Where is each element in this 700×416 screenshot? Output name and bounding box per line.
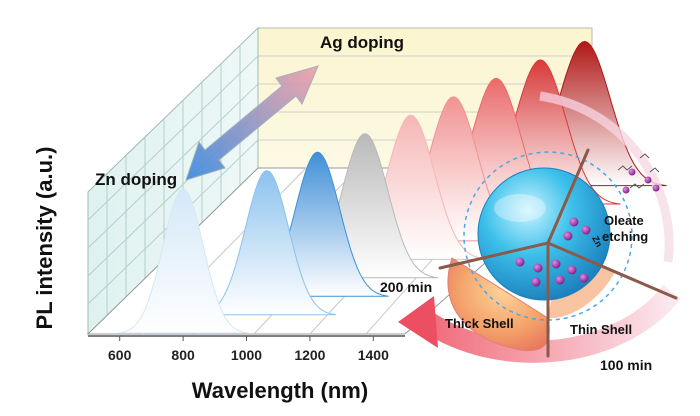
time-200-label: 200 min: [380, 279, 432, 295]
progress-ring-arc: [539, 91, 674, 263]
doping-double-arrow: [185, 65, 319, 181]
etching-label: etching: [602, 229, 648, 244]
ag-doping-label: Ag doping: [320, 33, 404, 52]
x-tick-label-600: 600: [108, 347, 132, 363]
oleate-molecules-icon: [617, 153, 660, 189]
thin-shell-label: Thin Shell: [570, 322, 632, 337]
segment-dividers: [438, 148, 678, 358]
thick-shell-label: Thick Shell: [445, 316, 514, 331]
x-tick-label-1200: 1200: [294, 347, 325, 363]
time-100-label: 100 min: [600, 357, 652, 373]
x-axis-label: Wavelength (nm): [192, 378, 368, 403]
reaction-time-arrow: [398, 285, 681, 363]
zn-atom-label: Zn: [590, 234, 604, 248]
nanocrystal-sphere: [477, 167, 611, 301]
oleate-dots: [622, 168, 660, 194]
x-tick-label-1000: 1000: [231, 347, 262, 363]
spectrum-1: [118, 188, 248, 334]
spectrum-2: [197, 170, 336, 316]
x-tick-label-800: 800: [171, 347, 195, 363]
sphere-highlight: [494, 194, 546, 222]
y-axis-label: PL intensity (a.u.): [32, 147, 57, 330]
dopant-dots: [515, 217, 591, 287]
oleate-label: Oleate: [604, 213, 644, 228]
x-tick-label-1400: 1400: [358, 347, 389, 363]
x-ticks: 600 800 1000 1200 1400: [108, 336, 389, 363]
zn-doping-label: Zn doping: [95, 170, 177, 189]
